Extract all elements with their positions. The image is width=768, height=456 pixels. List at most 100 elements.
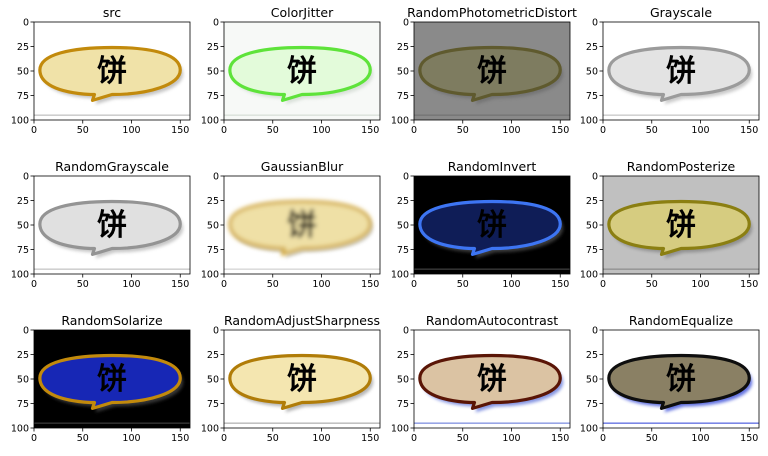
bubble-glyph: 饼 bbox=[97, 362, 127, 397]
panel-title: Grayscale bbox=[650, 5, 712, 20]
x-tick-label: 100 bbox=[312, 125, 330, 136]
panel-title: RandomInvert bbox=[448, 159, 537, 174]
y-tick-label: 75 bbox=[397, 245, 409, 256]
y-tick-label: 0 bbox=[592, 325, 598, 336]
y-tick-label: 75 bbox=[207, 399, 219, 410]
y-tick-label: 100 bbox=[391, 115, 409, 126]
y-tick-label: 100 bbox=[391, 423, 409, 434]
x-tick-label: 100 bbox=[502, 125, 520, 136]
y-tick-label: 25 bbox=[586, 196, 598, 207]
x-tick-label: 0 bbox=[221, 433, 227, 444]
panel-9: RandomSolarize 饼 0 50 100 150 0 25 50 75 100 bbox=[11, 313, 191, 444]
bubble-shape bbox=[418, 199, 562, 256]
y-tick-label: 100 bbox=[580, 423, 598, 434]
y-tick-label: 0 bbox=[213, 171, 219, 182]
x-tick-label: 100 bbox=[312, 279, 330, 290]
y-tick-label: 100 bbox=[11, 423, 29, 434]
bubble-glyph: 饼 bbox=[477, 54, 507, 89]
x-tick-label: 50 bbox=[77, 433, 89, 444]
bubble-glyph: 饼 bbox=[666, 362, 696, 397]
y-tick-label: 75 bbox=[397, 91, 409, 102]
panel-image: 饼 bbox=[34, 22, 190, 120]
y-tick-label: 50 bbox=[207, 66, 219, 77]
x-tick-label: 150 bbox=[171, 125, 189, 136]
panel-3: RandomPhotometricDistort 饼 0 50 100 150 0 25 50 7… bbox=[391, 5, 577, 136]
panel-image: 饼 bbox=[414, 22, 570, 120]
y-tick-label: 50 bbox=[17, 66, 29, 77]
x-tick-label: 150 bbox=[551, 279, 569, 290]
panel-title: src bbox=[103, 5, 121, 20]
y-tick-label: 50 bbox=[17, 374, 29, 385]
x-tick-label: 100 bbox=[122, 279, 140, 290]
panel-title: RandomPosterize bbox=[627, 159, 736, 174]
y-tick-label: 75 bbox=[586, 91, 598, 102]
speech-bubble: 饼 bbox=[418, 45, 562, 102]
x-tick-label: 100 bbox=[691, 279, 709, 290]
panel-image: 饼 bbox=[414, 176, 570, 274]
y-tick-label: 25 bbox=[586, 42, 598, 53]
y-tick-label: 75 bbox=[207, 91, 219, 102]
x-tick-label: 0 bbox=[31, 279, 37, 290]
panel-10: RandomAdjustSharpness 饼 0 50 100 150 0 25 50 75 10… bbox=[201, 313, 381, 444]
x-tick-label: 100 bbox=[691, 433, 709, 444]
bubble-glyph: 饼 bbox=[287, 362, 317, 397]
x-tick-label: 0 bbox=[221, 279, 227, 290]
x-tick-label: 50 bbox=[457, 279, 469, 290]
panel-5: RandomGrayscale 饼 0 50 100 150 0 25 50 75 100 bbox=[11, 159, 191, 290]
x-tick-label: 150 bbox=[740, 125, 758, 136]
y-tick-label: 75 bbox=[397, 399, 409, 410]
bubble-shape bbox=[228, 353, 372, 410]
bubble-glyph: 饼 bbox=[477, 362, 507, 397]
panel-image: 饼 bbox=[414, 330, 570, 428]
panel-title: GaussianBlur bbox=[261, 159, 344, 174]
x-tick-label: 0 bbox=[411, 433, 417, 444]
x-tick-label: 150 bbox=[551, 433, 569, 444]
y-tick-label: 25 bbox=[17, 42, 29, 53]
speech-bubble: 饼 bbox=[38, 45, 182, 102]
speech-bubble: 饼 bbox=[607, 199, 751, 256]
bubble-glyph: 饼 bbox=[666, 208, 696, 243]
y-tick-label: 100 bbox=[201, 423, 219, 434]
y-tick-label: 25 bbox=[207, 42, 219, 53]
x-tick-label: 100 bbox=[122, 433, 140, 444]
x-tick-label: 50 bbox=[646, 433, 658, 444]
x-tick-label: 150 bbox=[361, 279, 379, 290]
panel-2: ColorJitter 饼 0 50 100 150 0 25 50 75 100 bbox=[201, 5, 381, 136]
bubble-glyph: 饼 bbox=[97, 54, 127, 89]
y-tick-label: 25 bbox=[207, 350, 219, 361]
y-tick-label: 50 bbox=[586, 66, 598, 77]
x-tick-label: 150 bbox=[171, 433, 189, 444]
x-tick-label: 0 bbox=[600, 279, 606, 290]
panel-image: 饼 bbox=[603, 22, 759, 120]
x-tick-label: 150 bbox=[551, 125, 569, 136]
panel-6: GaussianBlur 饼 0 50 100 150 0 25 50 75 100 bbox=[201, 159, 381, 290]
x-tick-label: 50 bbox=[646, 125, 658, 136]
y-tick-label: 75 bbox=[586, 245, 598, 256]
bubble-shape bbox=[607, 45, 751, 102]
x-tick-label: 0 bbox=[31, 433, 37, 444]
y-tick-label: 0 bbox=[403, 325, 409, 336]
y-tick-label: 0 bbox=[213, 17, 219, 28]
x-tick-label: 150 bbox=[361, 125, 379, 136]
bubble-shape bbox=[607, 353, 751, 410]
y-tick-label: 75 bbox=[586, 399, 598, 410]
y-tick-label: 0 bbox=[403, 17, 409, 28]
bubble-glyph: 饼 bbox=[477, 208, 507, 243]
bubble-glyph: 饼 bbox=[287, 208, 317, 243]
panel-7: RandomInvert 饼 0 50 100 150 0 25 50 75 100 bbox=[391, 159, 571, 290]
y-tick-label: 50 bbox=[207, 220, 219, 231]
y-tick-label: 0 bbox=[23, 17, 29, 28]
x-tick-label: 50 bbox=[77, 279, 89, 290]
x-tick-label: 150 bbox=[740, 433, 758, 444]
bubble-shape bbox=[418, 353, 562, 410]
speech-bubble: 饼 bbox=[38, 353, 182, 410]
y-tick-label: 75 bbox=[17, 399, 29, 410]
y-tick-label: 0 bbox=[23, 171, 29, 182]
y-tick-label: 0 bbox=[23, 325, 29, 336]
panel-11: RandomAutocontrast 饼 0 50 100 150 0 25 50 75 100 bbox=[391, 313, 571, 444]
y-tick-label: 50 bbox=[397, 220, 409, 231]
panel-title: RandomGrayscale bbox=[55, 159, 169, 174]
x-tick-label: 50 bbox=[267, 279, 279, 290]
bubble-shape bbox=[418, 45, 562, 102]
x-tick-label: 100 bbox=[691, 125, 709, 136]
